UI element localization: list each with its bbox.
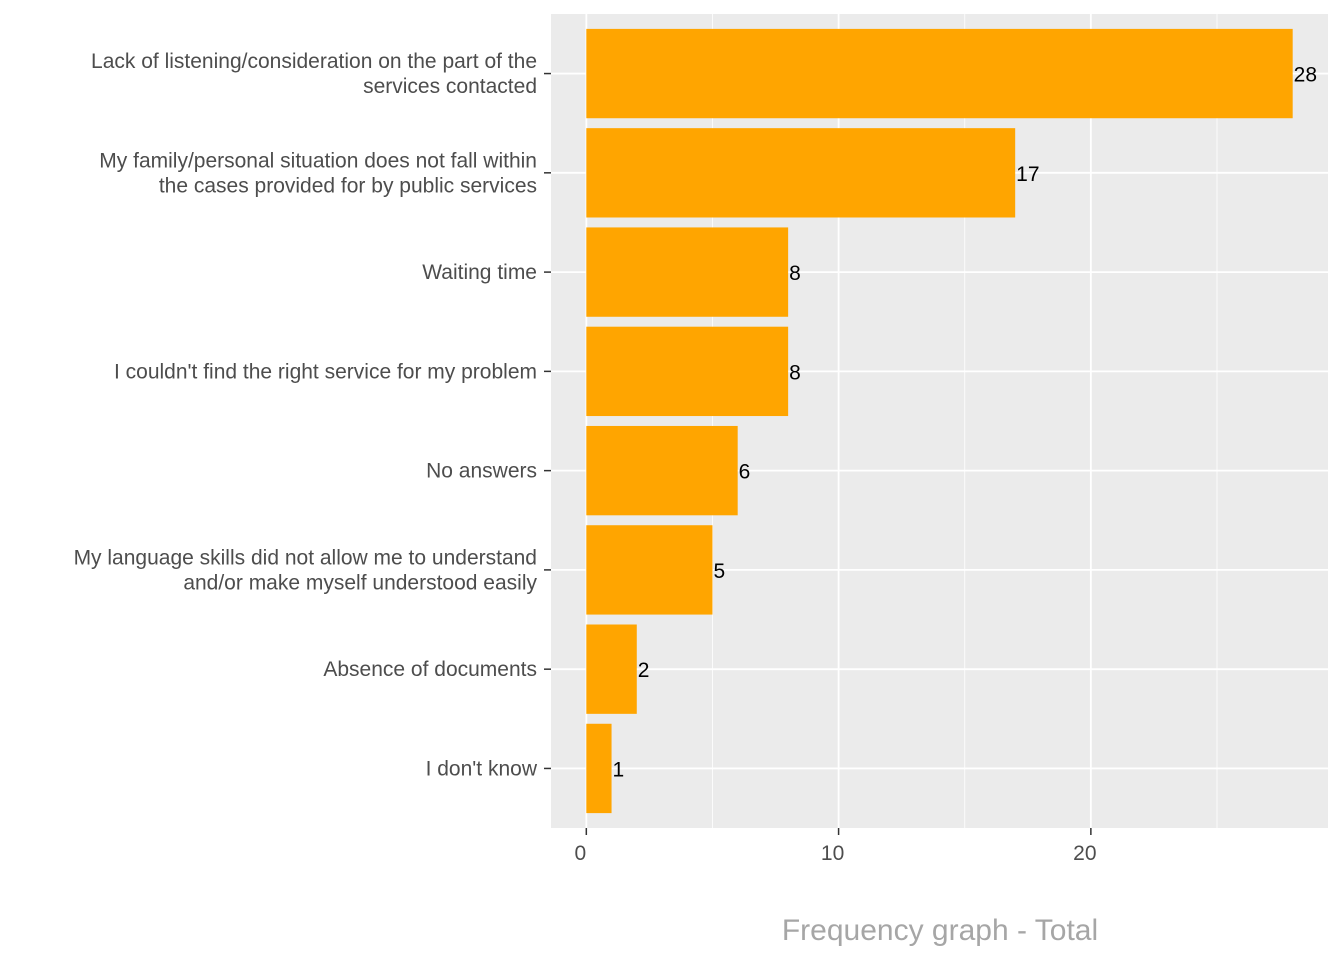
- data-label: 8: [789, 361, 801, 384]
- x-tick-label: 20: [1073, 842, 1096, 865]
- y-tick-label-line: I don't know: [426, 757, 538, 780]
- y-tick-label-line: services contacted: [363, 75, 537, 98]
- y-tick-label-line: and/or make myself understood easily: [183, 571, 537, 594]
- bar: [586, 525, 713, 615]
- y-tick-label-line: the cases provided for by public service…: [159, 174, 537, 197]
- data-label: 28: [1294, 64, 1317, 87]
- bar: [586, 425, 738, 516]
- bar: [586, 624, 637, 714]
- y-tick-label: Lack of listening/consideration on the p…: [91, 50, 537, 98]
- bar: [586, 227, 789, 317]
- data-label: 17: [1016, 163, 1039, 186]
- y-tick-label-line: Waiting time: [422, 261, 537, 284]
- x-tick-label: 0: [574, 842, 586, 865]
- x-tick-label: 10: [821, 842, 844, 865]
- y-tick-label: Absence of documents: [323, 658, 537, 681]
- y-tick-label: I don't know: [426, 757, 538, 780]
- y-tick-label-line: Lack of listening/consideration on the p…: [91, 50, 537, 73]
- y-tick-label: My family/personal situation does not fa…: [99, 149, 537, 197]
- y-tick-label-line: My language skills did not allow me to u…: [74, 546, 537, 569]
- bar: [586, 723, 612, 814]
- data-label: 2: [638, 659, 650, 682]
- y-tick-label-line: I couldn't find the right service for my…: [114, 360, 537, 383]
- data-label: 5: [713, 560, 725, 583]
- y-tick-label: My language skills did not allow me to u…: [74, 546, 538, 594]
- bar: [586, 326, 789, 417]
- y-tick-label-line: My family/personal situation does not fa…: [99, 149, 537, 172]
- y-tick-label: I couldn't find the right service for my…: [114, 360, 537, 383]
- y-tick-label-line: Absence of documents: [323, 658, 537, 681]
- x-axis-title: Frequency graph - Total: [782, 914, 1098, 947]
- data-label: 1: [613, 758, 625, 781]
- y-tick-label: No answers: [426, 460, 537, 483]
- data-label: 8: [789, 262, 801, 285]
- y-tick-label-line: No answers: [426, 460, 537, 483]
- data-label: 6: [739, 461, 751, 484]
- bar: [586, 28, 1293, 119]
- y-tick-label: Waiting time: [422, 261, 537, 284]
- bar: [586, 128, 1016, 218]
